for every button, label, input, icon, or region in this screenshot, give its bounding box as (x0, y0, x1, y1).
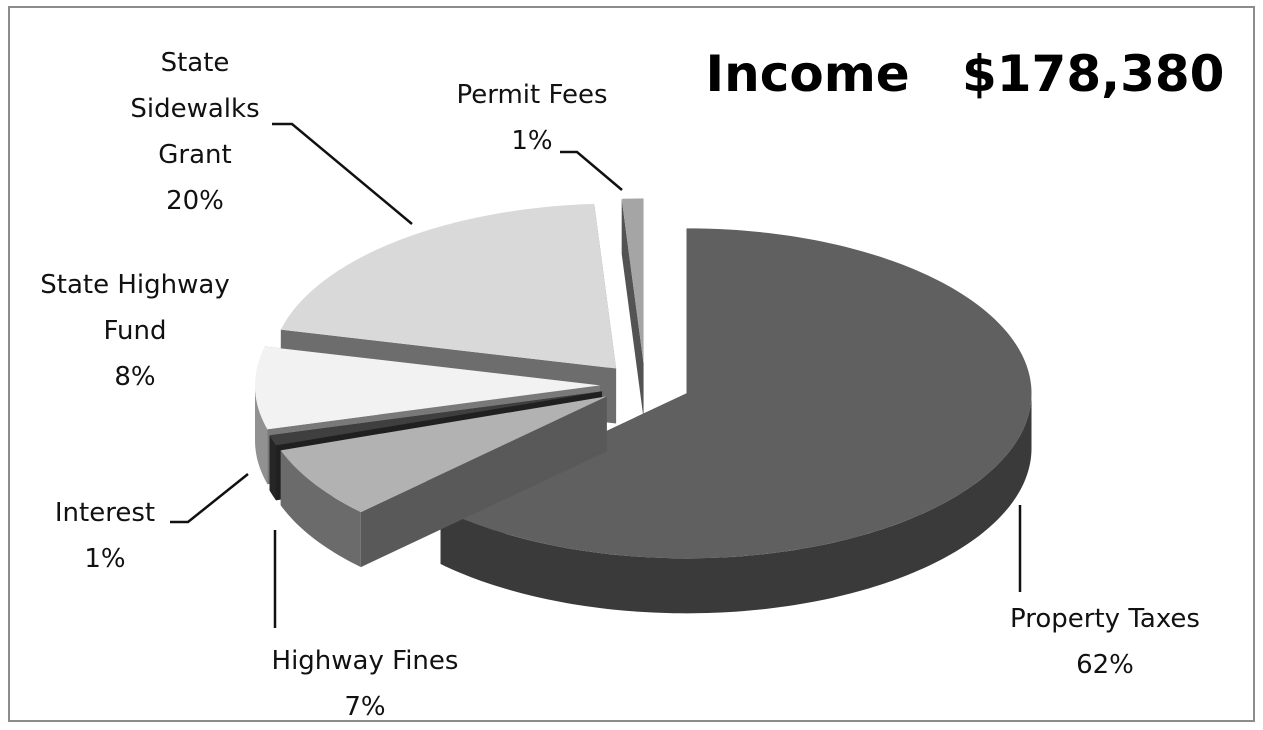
data-label: State Sidewalks Grant 20% (115, 40, 275, 224)
slice-top (621, 198, 644, 364)
data-label: Permit Fees 1% (422, 72, 642, 164)
category-label: State Sidewalks Grant (130, 48, 260, 170)
slice-side (269, 435, 277, 501)
value-label: 1% (511, 126, 553, 156)
pie-slice (440, 228, 1032, 614)
chart-title: Income $178,380 (705, 45, 1225, 103)
value-label: 62% (1076, 650, 1134, 680)
leader-line (170, 473, 249, 524)
slice-side (440, 393, 1032, 614)
data-label: Interest 1% (25, 490, 185, 582)
category-label: Highway Fines (271, 646, 459, 676)
leader-line (272, 122, 413, 225)
slice-top (440, 228, 1032, 559)
slice-side (255, 385, 268, 485)
chart-frame (8, 6, 1255, 722)
pie-slice (280, 396, 607, 568)
slice-top (255, 346, 601, 430)
slice-top (280, 203, 617, 369)
slice-side (280, 450, 361, 568)
category-label: State Highway Fund (40, 270, 230, 346)
category-label: Permit Fees (456, 80, 608, 110)
leader-line (560, 150, 623, 191)
slice-top (280, 396, 607, 513)
value-label: 1% (84, 544, 126, 574)
pie-slice (621, 198, 644, 419)
category-label: Interest (54, 498, 156, 528)
value-label: 20% (166, 186, 224, 216)
value-label: 7% (344, 692, 386, 722)
data-label: Property Taxes 62% (975, 596, 1235, 688)
category-label: Property Taxes (1010, 604, 1200, 634)
slice-top (269, 391, 603, 446)
data-label: State Highway Fund 8% (15, 262, 255, 400)
slice-cut-face (621, 198, 644, 419)
value-label: 8% (114, 362, 156, 392)
data-label: Highway Fines 7% (235, 638, 495, 730)
